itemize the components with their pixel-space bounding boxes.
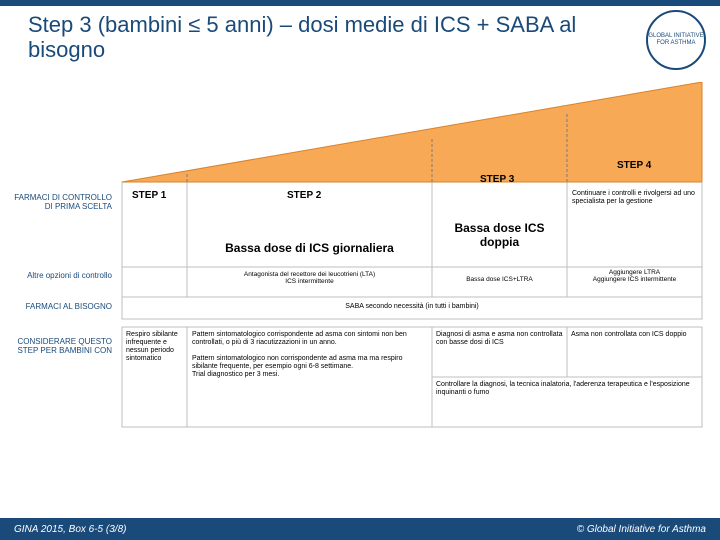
label-farmaci-controllo: FARMACI DI CONTROLLO DI PRIMA SCELTA xyxy=(12,194,112,212)
page-title: Step 3 (bambini ≤ 5 anni) – dosi medie d… xyxy=(28,12,646,63)
consider-s2: Pattern sintomatologico corrispondente a… xyxy=(192,331,427,379)
step4-main: Continuare i controlli e rivolgersi ad u… xyxy=(572,190,698,206)
footer-bar: GINA 2015, Box 6-5 (3/8) © Global Initia… xyxy=(0,518,720,540)
step-diagram-svg xyxy=(12,82,708,432)
label-considerare: CONSIDERARE QUESTO STEP PER BAMBINI CON xyxy=(12,338,112,356)
step3-alt: Bassa dose ICS+LTRA xyxy=(436,276,563,283)
step1-label: STEP 1 xyxy=(132,190,166,201)
step3-main: Bassa dose ICS doppia xyxy=(436,222,563,250)
logo-text: GLOBAL INITIATIVE FOR ASTHMA xyxy=(648,33,704,46)
gina-logo: GLOBAL INITIATIVE FOR ASTHMA xyxy=(646,10,706,70)
consider-s34-bottom: Controllare la diagnosi, la tecnica inal… xyxy=(436,381,698,397)
step4-label: STEP 4 xyxy=(617,160,651,171)
footer-right: © Global Initiative for Asthma xyxy=(577,524,706,535)
title-row: Step 3 (bambini ≤ 5 anni) – dosi medie d… xyxy=(0,6,720,74)
step2-alt: Antagonista del recettore dei leucotrien… xyxy=(192,271,427,286)
chart-area: FARMACI DI CONTROLLO DI PRIMA SCELTA Alt… xyxy=(12,82,708,432)
label-farmaci-bisogno: FARMACI AL BISOGNO xyxy=(12,303,112,312)
step4-alt: Aggiungere LTRA Aggiungere ICS intermitt… xyxy=(570,269,699,284)
step3-label: STEP 3 xyxy=(480,174,514,185)
step2-label: STEP 2 xyxy=(287,190,321,201)
consider-s3: Diagnosi di asma e asma non controllata … xyxy=(436,331,563,347)
bisogno-text: SABA secondo necessità (in tutti i bambi… xyxy=(122,303,702,311)
consider-s4: Asma non controllata con ICS doppio xyxy=(571,331,698,339)
label-altre-opzioni: Altre opzioni di controllo xyxy=(12,272,112,281)
consider-s1: Respiro sibilante infrequente e nessun p… xyxy=(126,331,183,363)
footer-left: GINA 2015, Box 6-5 (3/8) xyxy=(14,524,126,535)
step2-main: Bassa dose di ICS giornaliera xyxy=(192,242,427,256)
